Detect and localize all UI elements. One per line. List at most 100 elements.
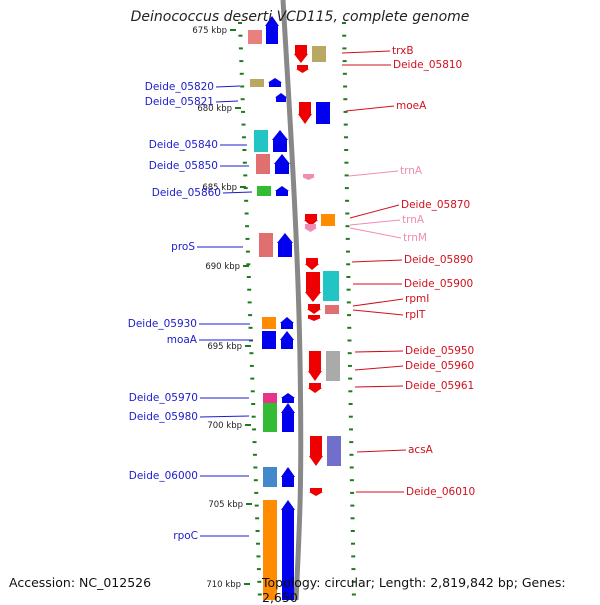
tick-dot-right bbox=[344, 149, 349, 151]
gene-arrow-forward bbox=[268, 78, 282, 87]
tick-dot-left bbox=[249, 352, 254, 355]
tick-dot-left bbox=[253, 479, 258, 482]
kbp-tick-mark bbox=[246, 503, 252, 505]
tick-dot-left bbox=[253, 466, 258, 469]
gene-label-right: acsA bbox=[408, 444, 434, 456]
tick-dot-right bbox=[345, 250, 350, 253]
gene-label-left: Deide_05840 bbox=[149, 139, 218, 151]
gene-arrow-forward bbox=[274, 154, 290, 174]
leader-line-right bbox=[348, 170, 399, 177]
tick-dot-right bbox=[349, 466, 354, 469]
tick-dot-right bbox=[347, 352, 352, 355]
gene-block bbox=[263, 403, 277, 432]
gene-arrow-forward bbox=[275, 93, 287, 102]
tick-dot-left bbox=[252, 441, 257, 444]
gene-arrow-reverse bbox=[307, 315, 321, 321]
tick-dot-right bbox=[348, 403, 353, 405]
tick-dot-right bbox=[351, 568, 356, 571]
tick-dot-right bbox=[345, 212, 350, 215]
tick-dot-left bbox=[250, 390, 255, 393]
gene-label-right: Deide_05961 bbox=[405, 380, 474, 392]
tick-dot-left bbox=[241, 123, 246, 126]
gene-block bbox=[262, 331, 276, 349]
kbp-tick-mark bbox=[235, 107, 241, 109]
gene-arrow-forward bbox=[277, 233, 293, 257]
chart-title: Deinococcus deserti VCD115, complete gen… bbox=[130, 9, 470, 25]
tick-dot-left bbox=[255, 517, 260, 520]
tick-dot-right bbox=[350, 491, 355, 494]
tick-dot-left bbox=[243, 174, 248, 177]
gene-label-left: Deide_05860 bbox=[152, 187, 221, 199]
leader-line-right bbox=[349, 219, 401, 226]
gene-label-right: rplT bbox=[405, 309, 426, 321]
tick-dot-right bbox=[344, 187, 349, 190]
tick-dot-right bbox=[349, 428, 354, 431]
tick-dot-left bbox=[257, 593, 262, 596]
tick-dot-left bbox=[252, 428, 257, 431]
gene-block bbox=[312, 46, 326, 62]
tick-dot-left bbox=[240, 98, 245, 101]
gene-block bbox=[250, 79, 264, 87]
kbp-tick-label: 700 kbp bbox=[207, 421, 242, 431]
kbp-tick-mark bbox=[244, 583, 250, 585]
tick-dot-left bbox=[241, 136, 246, 139]
tick-dot-right bbox=[346, 276, 351, 278]
gene-arrow-reverse bbox=[309, 436, 323, 466]
tick-dot-left bbox=[240, 85, 245, 88]
leader-line-right bbox=[349, 227, 402, 239]
tick-dot-right bbox=[343, 98, 348, 101]
gene-arrow-reverse bbox=[307, 304, 321, 314]
leader-line-right bbox=[352, 298, 404, 307]
gene-arrow-reverse bbox=[298, 102, 312, 124]
gene-arrow-reverse bbox=[302, 174, 315, 180]
gene-arrow-reverse bbox=[294, 45, 308, 63]
gene-arrow-forward bbox=[281, 500, 295, 600]
gene-block bbox=[263, 393, 277, 403]
kbp-tick-mark bbox=[245, 424, 251, 426]
tick-dot-right bbox=[342, 22, 346, 24]
leader-line-left bbox=[215, 100, 239, 103]
tick-dot-left bbox=[247, 288, 252, 291]
tick-dot-left bbox=[245, 237, 250, 240]
tick-dot-right bbox=[343, 110, 348, 113]
gene-label-right: Deide_05890 bbox=[404, 254, 473, 266]
tick-dot-left bbox=[256, 568, 261, 571]
leader-line-right bbox=[356, 449, 407, 453]
leader-line-right bbox=[345, 105, 395, 112]
gene-label-right: Deide_05870 bbox=[401, 199, 470, 211]
gene-block bbox=[259, 233, 273, 257]
gene-label-right: trnM bbox=[403, 232, 427, 244]
gene-block bbox=[321, 214, 335, 226]
tick-dot-left bbox=[247, 301, 252, 304]
leader-line-right bbox=[354, 350, 404, 353]
kbp-tick-mark bbox=[240, 186, 246, 188]
gene-label-right: moeA bbox=[396, 100, 427, 112]
gene-label-right: rpmI bbox=[405, 293, 429, 305]
kbp-tick-label: 680 kbp bbox=[197, 104, 232, 114]
leader-line-right bbox=[351, 259, 403, 263]
tick-dot-left bbox=[245, 225, 250, 228]
leader-line-left bbox=[215, 85, 241, 88]
gene-arrow-reverse bbox=[296, 65, 309, 73]
tick-dot-left bbox=[254, 504, 259, 507]
tick-dot-left bbox=[244, 199, 249, 202]
tick-dot-right bbox=[346, 288, 351, 291]
kbp-tick-label: 705 kbp bbox=[208, 500, 243, 510]
tick-dot-right bbox=[343, 85, 348, 88]
gene-block bbox=[325, 305, 339, 314]
leader-line-left bbox=[199, 415, 250, 418]
gene-arrow-forward bbox=[272, 130, 288, 152]
gene-arrow-reverse bbox=[308, 383, 322, 393]
gene-arrow-forward bbox=[281, 403, 295, 432]
topology-text: Topology: circular; Length: 2,819,842 bp… bbox=[262, 575, 566, 605]
gene-block bbox=[248, 30, 262, 44]
tick-dot-left bbox=[252, 453, 257, 456]
tick-dot-left bbox=[255, 530, 260, 532]
leader-line-left bbox=[222, 191, 253, 194]
gene-block bbox=[323, 271, 339, 301]
gene-label-left: Deide_05820 bbox=[145, 81, 214, 93]
kbp-tick-label: 695 kbp bbox=[207, 342, 242, 352]
gene-block bbox=[254, 130, 268, 152]
tick-dot-left bbox=[238, 22, 242, 24]
